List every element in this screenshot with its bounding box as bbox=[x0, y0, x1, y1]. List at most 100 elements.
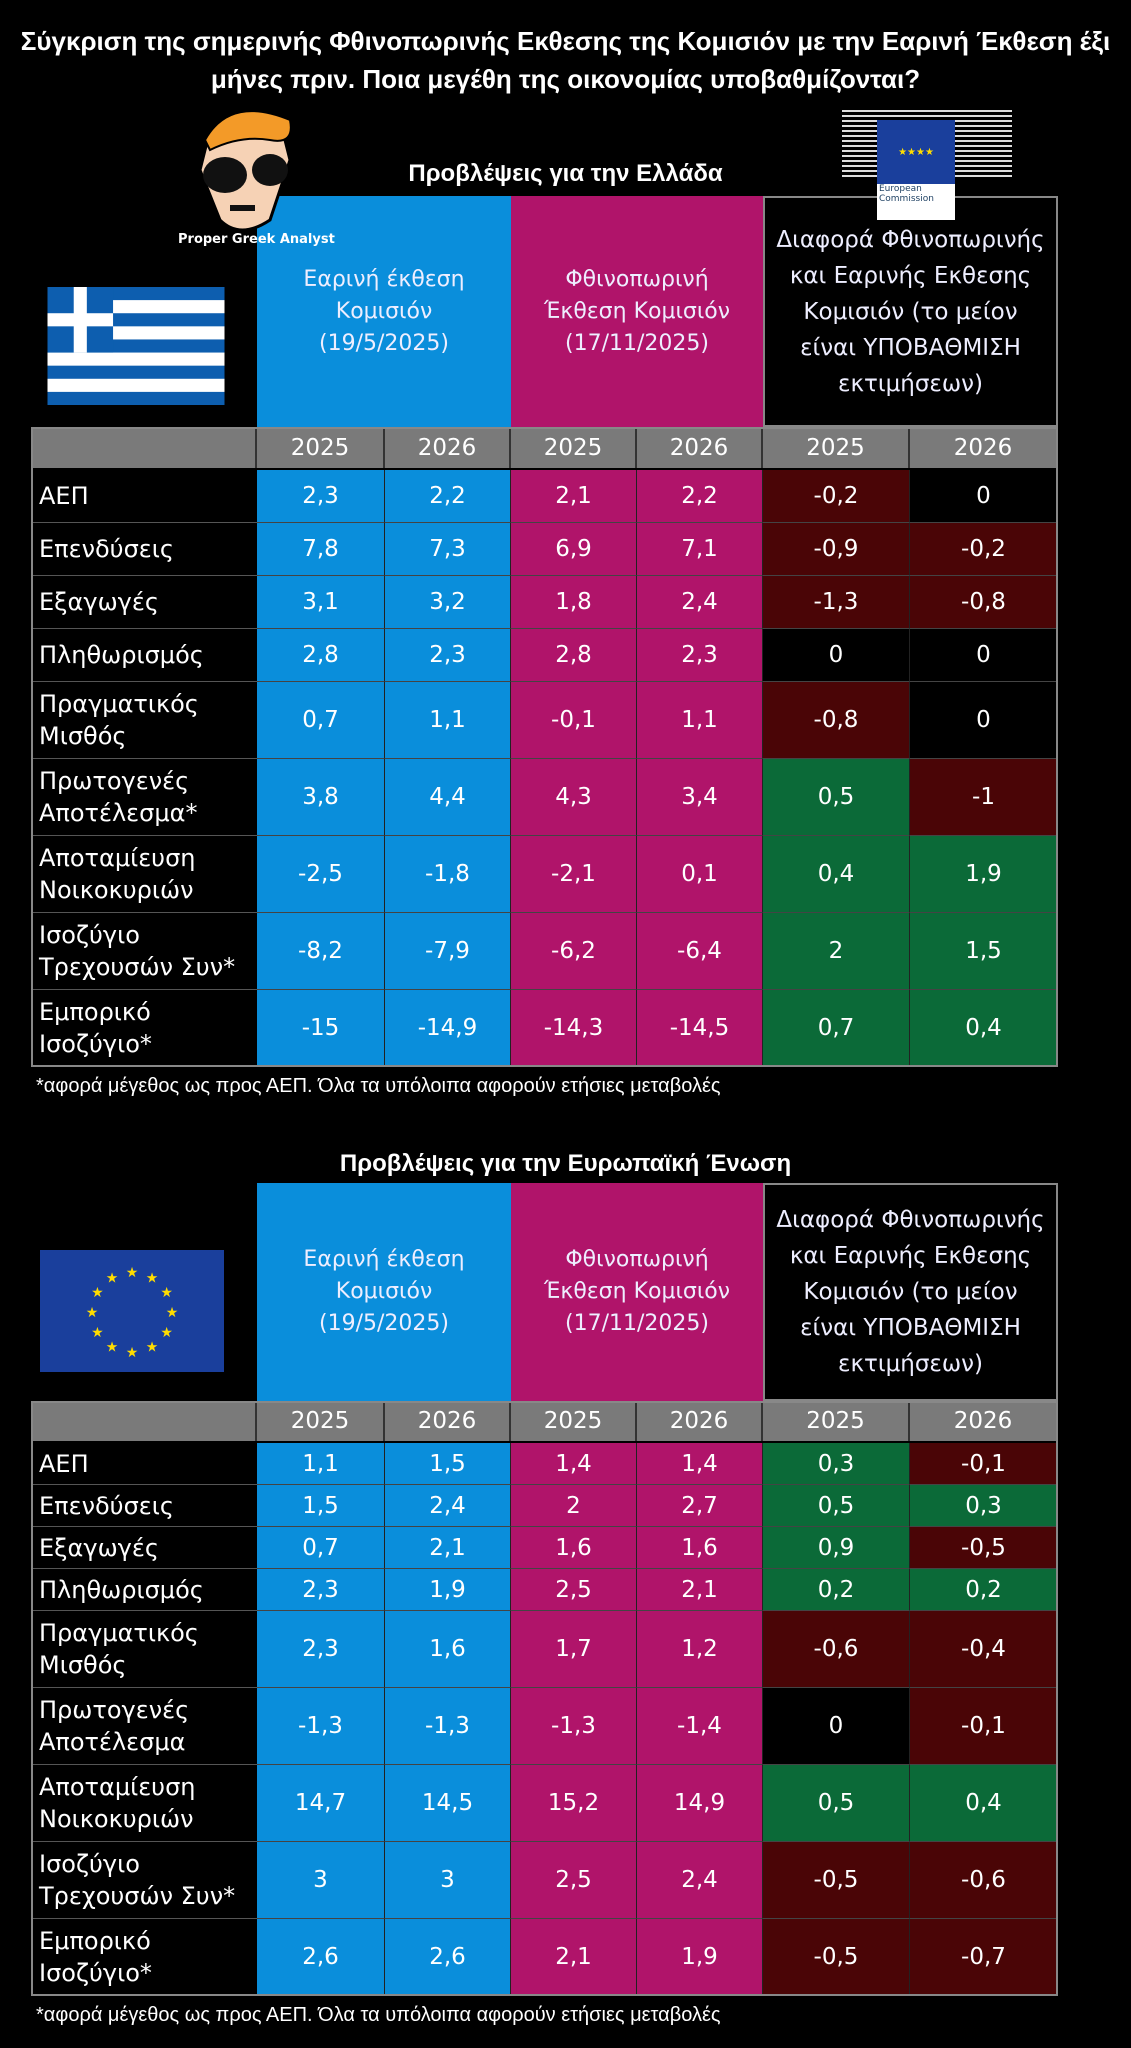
ec-logo-line2: Commission bbox=[879, 194, 934, 204]
forecast-value: 2,4 bbox=[637, 576, 763, 629]
row-label-line: Τρεχουσών Συν* bbox=[39, 1882, 236, 1910]
row-label-line: Εξαγωγές bbox=[39, 1533, 159, 1562]
header-spring-report: Εαρινή έκθεση Κομισιόν (19/5/2025) bbox=[257, 1183, 511, 1401]
row-label: Πραγματικός Μισθός bbox=[31, 682, 257, 759]
forecast-value: 2,3 bbox=[257, 1569, 385, 1611]
difference-value: 1,9 bbox=[910, 836, 1058, 913]
forecast-value: 1,6 bbox=[637, 1527, 763, 1569]
row-label-line: ΑΕΠ bbox=[39, 1449, 89, 1478]
forecast-value: -14,3 bbox=[511, 990, 637, 1067]
row-label-line: Μισθός bbox=[39, 1651, 127, 1679]
svg-text:★: ★ bbox=[146, 1340, 159, 1356]
difference-value: 0 bbox=[910, 629, 1058, 682]
row-label: Πληθωρισμός bbox=[31, 1569, 257, 1611]
header-autumn-report: Φθινοπωρινή Έκθεση Κομισιόν (17/11/2025) bbox=[511, 1183, 763, 1401]
forecast-value: -2,1 bbox=[511, 836, 637, 913]
year-header: 2025 bbox=[257, 1401, 385, 1441]
svg-text:★: ★ bbox=[160, 1285, 173, 1301]
page-title: Σύγκριση της σημερινής Φθινοπωρινής Εκθε… bbox=[20, 26, 1111, 94]
row-label: Ισοζύγιο Τρεχουσών Συν* bbox=[31, 1842, 257, 1919]
section-title: Προβλέψεις για την Ευρωπαϊκή Ένωση bbox=[339, 1150, 792, 1177]
forecast-value: 7,1 bbox=[637, 523, 763, 576]
row-label: Αποταμίευση Νοικοκυριών bbox=[31, 836, 257, 913]
row-label-line: Ισοζύγιο* bbox=[39, 1959, 152, 1987]
forecast-value: -14,5 bbox=[637, 990, 763, 1067]
row-label-line: Τρεχουσών Συν* bbox=[39, 953, 236, 981]
difference-value: 0,5 bbox=[763, 759, 910, 836]
difference-value: -1 bbox=[910, 759, 1058, 836]
year-header: 2025 bbox=[511, 1401, 637, 1441]
svg-text:★: ★ bbox=[106, 1270, 119, 1286]
row-label-line: Επενδύσεις bbox=[39, 535, 174, 563]
forecast-value: 0,1 bbox=[637, 836, 763, 913]
logo-proper-greek-analyst: Proper Greek Analyst bbox=[170, 100, 335, 260]
section-title: Προβλέψεις για την Ελλάδα bbox=[408, 160, 723, 187]
forecast-value: -7,9 bbox=[385, 913, 511, 990]
forecast-value: 3,8 bbox=[257, 759, 385, 836]
row-label-line: Πραγματικός bbox=[39, 690, 199, 718]
difference-value: 0,2 bbox=[910, 1569, 1058, 1611]
row-label-line: ΑΕΠ bbox=[39, 482, 89, 510]
forecast-value: 14,5 bbox=[385, 1765, 511, 1842]
forecast-value: 2,1 bbox=[511, 470, 637, 523]
row-label: Εμπορικό Ισοζύγιο* bbox=[31, 1919, 257, 1996]
forecast-value: 1,1 bbox=[257, 1443, 385, 1485]
row-label-line: Πραγματικός bbox=[39, 1619, 199, 1647]
row-label-line: Αποταμίευση bbox=[39, 844, 196, 872]
forecast-value: 7,8 bbox=[257, 523, 385, 576]
forecast-value: 14,7 bbox=[257, 1765, 385, 1842]
difference-value: 0,4 bbox=[910, 990, 1058, 1067]
difference-value: 0 bbox=[910, 682, 1058, 759]
forecast-value: 1,9 bbox=[637, 1919, 763, 1996]
forecast-value: -0,1 bbox=[511, 682, 637, 759]
forecast-value: 2,5 bbox=[511, 1842, 637, 1919]
footnote: *αφορά μέγεθος ως προς ΑΕΠ. Όλα τα υπόλο… bbox=[36, 1075, 721, 1097]
difference-value: 0,5 bbox=[763, 1765, 910, 1842]
forecast-value: 4,4 bbox=[385, 759, 511, 836]
difference-value: -1,3 bbox=[763, 576, 910, 629]
forecast-value: 2,2 bbox=[385, 470, 511, 523]
forecast-value: -2,5 bbox=[257, 836, 385, 913]
forecast-value: 1,1 bbox=[637, 682, 763, 759]
year-bar-label bbox=[31, 1401, 257, 1441]
row-label-line: Αποταμίευση bbox=[39, 1773, 196, 1801]
row-label: ΑΕΠ bbox=[31, 1443, 257, 1485]
svg-text:★: ★ bbox=[146, 1270, 159, 1286]
difference-value: 0 bbox=[763, 629, 910, 682]
forecast-value: 7,3 bbox=[385, 523, 511, 576]
difference-value: -0,5 bbox=[763, 1842, 910, 1919]
forecast-value: 2,8 bbox=[257, 629, 385, 682]
difference-value: -0,2 bbox=[763, 470, 910, 523]
difference-value: -0,6 bbox=[910, 1842, 1058, 1919]
svg-text:★: ★ bbox=[86, 1305, 99, 1321]
row-label-line: Πρωτογενές bbox=[39, 767, 190, 795]
forecast-value: 2,3 bbox=[257, 1611, 385, 1688]
row-label-line: Ισοζύγιο bbox=[39, 921, 140, 949]
year-header: 2026 bbox=[637, 1401, 763, 1441]
difference-value: 0,9 bbox=[763, 1527, 910, 1569]
forecast-value: 2,6 bbox=[257, 1919, 385, 1996]
forecast-value: 1,8 bbox=[511, 576, 637, 629]
forecast-value: 15,2 bbox=[511, 1765, 637, 1842]
svg-text:★: ★ bbox=[91, 1285, 104, 1301]
row-label-line: Ισοζύγιο bbox=[39, 1850, 140, 1878]
year-bar-label bbox=[31, 427, 257, 468]
difference-value: -0,4 bbox=[910, 1611, 1058, 1688]
header-spring-report: Εαρινή έκθεση Κομισιόν (19/5/2025) bbox=[257, 196, 511, 427]
forecast-value: 1,2 bbox=[637, 1611, 763, 1688]
forecast-value: 1,7 bbox=[511, 1611, 637, 1688]
forecast-value: 1,1 bbox=[385, 682, 511, 759]
difference-value: 0,4 bbox=[910, 1765, 1058, 1842]
row-label: Πληθωρισμός bbox=[31, 629, 257, 682]
forecast-value: 2,4 bbox=[385, 1485, 511, 1527]
forecast-value: 1,5 bbox=[385, 1443, 511, 1485]
forecast-value: 6,9 bbox=[511, 523, 637, 576]
year-header: 2026 bbox=[910, 427, 1058, 468]
row-label: Πρωτογενές Αποτέλεσμα* bbox=[31, 759, 257, 836]
row-label: Εξαγωγές bbox=[31, 576, 257, 629]
year-header: 2025 bbox=[511, 427, 637, 468]
forecast-value: 0,7 bbox=[257, 1527, 385, 1569]
difference-value: 0,5 bbox=[763, 1485, 910, 1527]
forecast-value: -6,4 bbox=[637, 913, 763, 990]
european-commission-logo: ★★★★ European Commission bbox=[842, 100, 1012, 220]
